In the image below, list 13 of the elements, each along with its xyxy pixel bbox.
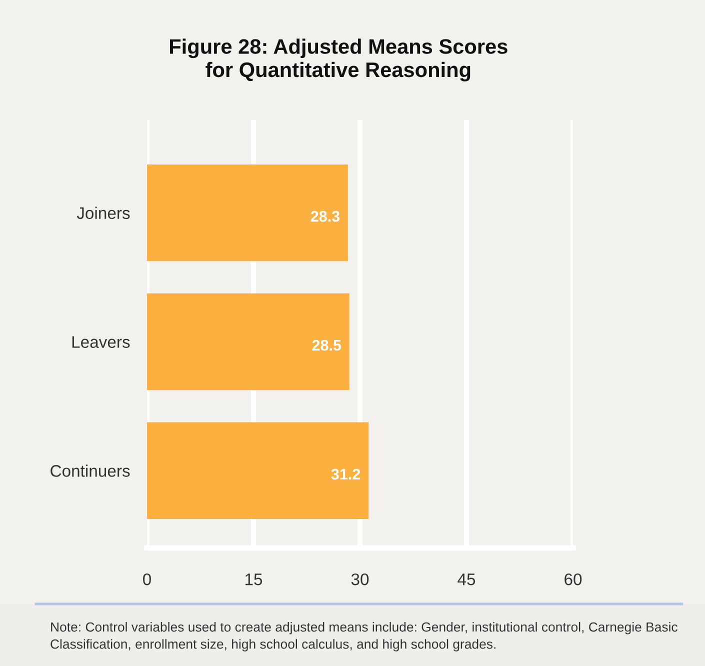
data-label: 28.3 xyxy=(310,210,340,222)
x-tick-label: 0 xyxy=(143,573,151,586)
x-tick-label: 60 xyxy=(564,573,582,586)
data-label: 28.5 xyxy=(312,340,342,351)
y-tick-label: Joiners xyxy=(76,206,130,220)
y-tick-label: Leavers xyxy=(72,336,130,348)
x-tick-label: 45 xyxy=(458,574,476,586)
chart-title: Figure 28: Adjusted Means Scores for Quantitative Reasoning xyxy=(170,38,508,82)
y-tick-label: Continuers xyxy=(50,464,130,477)
data-label: 31.2 xyxy=(331,468,360,480)
x-tick-label: 15 xyxy=(246,574,262,586)
x-tick-label: 30 xyxy=(351,573,369,586)
text: Note: Control variables used to create adjusted means include: Gender, institutional control, Carnegie Basic Classification, enrollment size, high school calculus, and high school grades. xyxy=(50,622,678,652)
